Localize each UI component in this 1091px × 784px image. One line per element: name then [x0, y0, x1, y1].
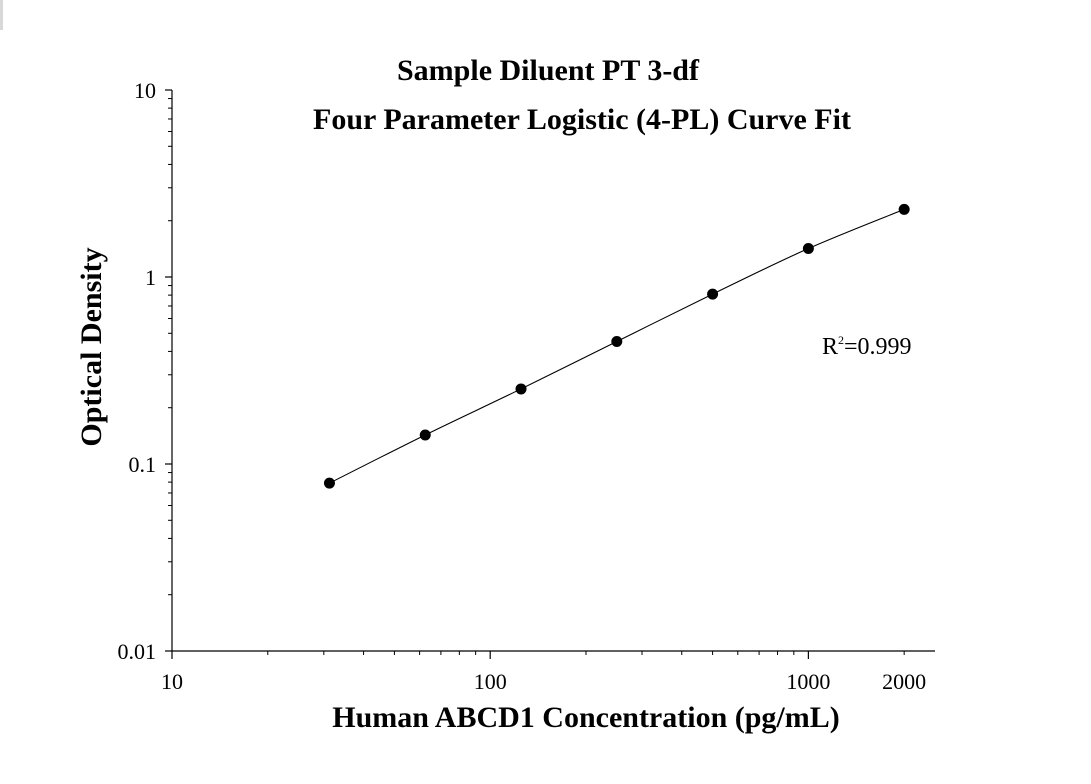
axes-group	[171, 90, 935, 652]
y-axis-title: Optical Density	[75, 247, 108, 446]
chart-title: Sample Diluent PT 3-df	[397, 54, 700, 87]
data-point	[419, 429, 431, 441]
r-squared-superscript: 2	[838, 333, 844, 347]
y-tick-label: 0.01	[118, 639, 157, 664]
data-point	[707, 288, 719, 300]
chart-subtitle: Four Parameter Logistic (4-PL) Curve Fit	[313, 103, 851, 136]
r-squared-annotation: R2=0.999	[822, 333, 912, 360]
y-tick-label: 0.1	[129, 452, 157, 477]
tick-labels-group: 0.01 0.1 1 10 10 100 1000 2000	[118, 78, 927, 694]
data-point	[898, 203, 910, 215]
x-tick-label: 2000	[882, 669, 926, 694]
r-squared-base: R	[822, 334, 838, 360]
data-point	[323, 477, 335, 489]
data-point	[611, 335, 623, 347]
window-edge-mark	[0, 0, 3, 30]
x-tick-label: 100	[474, 669, 507, 694]
x-axis-title: Human ABCD1 Concentration (pg/mL)	[332, 701, 840, 734]
r-squared-value: =0.999	[844, 334, 912, 360]
y-tick-label: 1	[145, 265, 156, 290]
data-point	[515, 383, 527, 395]
data-points-group	[323, 203, 910, 489]
x-tick-label: 1000	[786, 669, 830, 694]
x-tick-label: 10	[161, 669, 183, 694]
y-tick-label: 10	[134, 78, 156, 103]
ticks-group	[165, 89, 905, 659]
data-point	[802, 243, 814, 255]
